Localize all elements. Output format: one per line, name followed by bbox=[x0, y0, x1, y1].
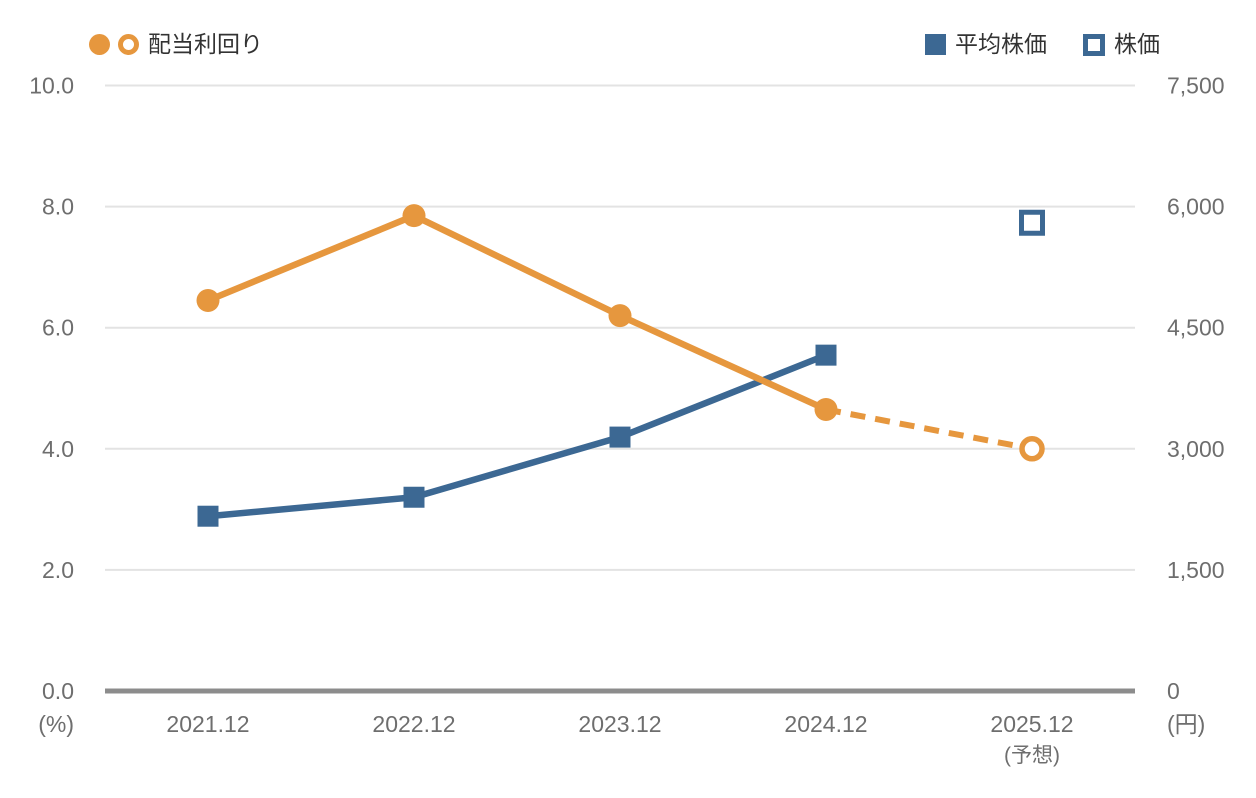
y-axis-tick-right: 3,000 bbox=[1167, 436, 1225, 462]
y-axis-tick-left: 8.0 bbox=[42, 194, 74, 220]
data-point-square bbox=[815, 344, 837, 366]
data-point-circle bbox=[814, 397, 838, 421]
data-point-square bbox=[609, 426, 631, 448]
x-axis-label: 2025.12 bbox=[990, 711, 1073, 737]
legend-dividend-yield: 配当利回り bbox=[89, 33, 263, 56]
data-point-circle-open bbox=[1019, 436, 1045, 462]
series-line-orange bbox=[204, 212, 830, 413]
y-axis-unit-right: (円) bbox=[1167, 711, 1205, 737]
data-point-square bbox=[403, 486, 425, 508]
legend-stock-prices: 平均株価 株価 bbox=[925, 33, 1160, 56]
legend-label-dividend-yield: 配当利回り bbox=[148, 31, 263, 57]
data-point-circle bbox=[402, 204, 426, 228]
x-axis-label: 2022.12 bbox=[372, 711, 455, 737]
data-point-circle bbox=[196, 288, 220, 312]
data-point-square bbox=[197, 505, 219, 527]
y-axis-tick-left: 6.0 bbox=[42, 315, 74, 341]
series-forecast-dashed-line bbox=[825, 406, 1033, 452]
data-point-circle bbox=[608, 304, 632, 328]
y-axis-tick-right: 7,500 bbox=[1167, 73, 1225, 99]
y-axis-tick-left: 0.0 bbox=[42, 678, 74, 704]
y-axis-tick-right: 6,000 bbox=[1167, 194, 1225, 220]
y-axis-tick-left: 10.0 bbox=[29, 73, 74, 99]
series-line-blue bbox=[204, 351, 830, 520]
legend-label-price: 株価 bbox=[1114, 31, 1160, 57]
x-axis-forecast-note: (予想) bbox=[1004, 744, 1060, 767]
square-open-marker-icon bbox=[1083, 33, 1105, 56]
y-axis-unit-left: (%) bbox=[38, 711, 74, 737]
x-axis-label: 2024.12 bbox=[784, 711, 867, 737]
circle-filled-marker-icon bbox=[89, 34, 110, 55]
y-axis-tick-left: 2.0 bbox=[42, 557, 74, 583]
square-filled-marker-icon bbox=[925, 34, 946, 55]
y-axis-tick-right: 4,500 bbox=[1167, 315, 1225, 341]
legend-label-avg-price: 平均株価 bbox=[955, 31, 1047, 57]
y-axis-tick-right: 0 bbox=[1167, 678, 1180, 704]
y-axis-tick-left: 4.0 bbox=[42, 436, 74, 462]
x-axis-label: 2023.12 bbox=[578, 711, 661, 737]
data-point-square-open bbox=[1019, 209, 1045, 236]
y-axis-tick-right: 1,500 bbox=[1167, 557, 1225, 583]
circle-open-marker-icon bbox=[118, 34, 139, 55]
x-axis-label: 2021.12 bbox=[166, 711, 249, 737]
